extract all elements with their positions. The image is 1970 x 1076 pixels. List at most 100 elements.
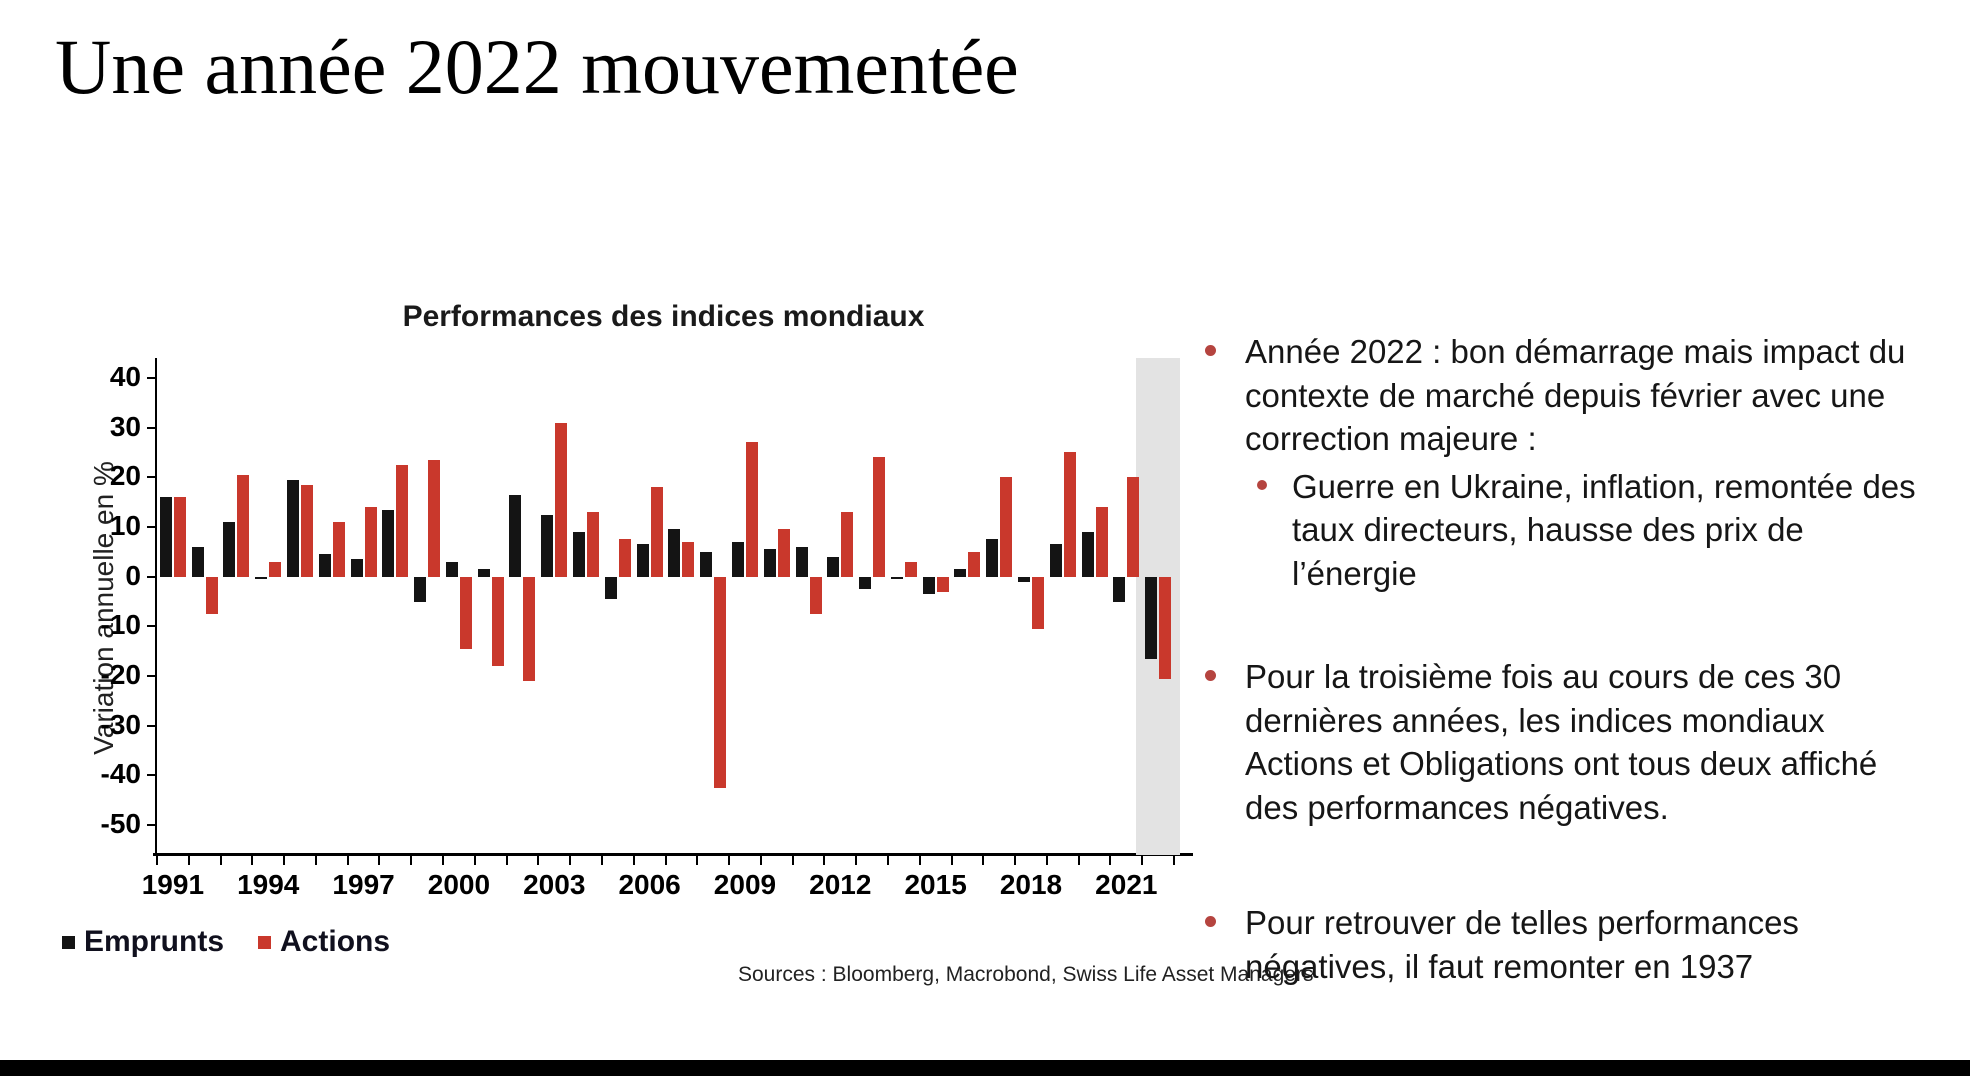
bar-emprunts-2011	[795, 546, 808, 577]
x-tick	[1109, 856, 1112, 865]
bar-emprunts-2005	[604, 576, 617, 600]
x-tick	[982, 856, 985, 865]
x-tick-label-2000: 2000	[427, 869, 491, 900]
legend-label-emprunts: Emprunts	[84, 925, 225, 958]
bar-emprunts-1994	[255, 576, 268, 580]
bar-emprunts-2018	[1017, 576, 1030, 582]
bottom-black-strip	[0, 1060, 1970, 1076]
chart-title: Performances des indices mondiaux	[402, 300, 925, 333]
x-tick	[823, 856, 826, 865]
bar-actions-1999	[428, 459, 441, 577]
sub-bullet-item: Guerre en Ukraine, inflation, remontée d…	[1205, 465, 1935, 596]
bar-actions-2013	[873, 457, 886, 577]
bar-actions-2011	[809, 576, 822, 614]
bar-actions-1993	[237, 474, 250, 577]
bar-emprunts-2014	[890, 576, 903, 580]
bullet-dot-icon	[1205, 345, 1216, 356]
bar-emprunts-2008	[700, 551, 713, 577]
x-tick	[473, 856, 476, 865]
x-tick	[1173, 856, 1175, 865]
x-tick-label-1994: 1994	[237, 869, 300, 900]
bar-actions-2020	[1095, 507, 1108, 577]
bar-emprunts-1999	[414, 576, 427, 602]
bar-emprunts-2021	[1113, 576, 1126, 602]
bar-actions-2014	[904, 561, 917, 577]
y-tick	[147, 575, 156, 578]
x-tick	[696, 856, 699, 865]
bar-emprunts-2017	[986, 539, 999, 577]
y-tick	[147, 824, 156, 827]
x-tick	[442, 856, 445, 865]
y-tick	[147, 376, 156, 379]
x-tick-label-1991: 1991	[141, 869, 205, 900]
bar-actions-2005	[618, 539, 631, 577]
y-tick	[147, 426, 156, 429]
bar-actions-1997	[364, 507, 377, 577]
bullet-dot-icon	[1257, 479, 1267, 490]
x-tick	[632, 856, 635, 865]
chart-plot-area: 40 30 20 10 0 -10 -20 -30 -40 -50 1991 1994 1997 2000…	[101, 358, 1181, 900]
bullet-list: Année 2022 : bon démarrage mais impact d…	[1205, 330, 1935, 989]
y-tick-label-30: 30	[109, 410, 141, 442]
x-tick-label-1997: 1997	[332, 869, 395, 900]
bar-emprunts-2013	[859, 576, 872, 590]
bar-actions-2010	[777, 529, 790, 577]
x-tick-label-2021: 2021	[1095, 869, 1158, 900]
bullet-dot-icon	[1205, 670, 1216, 682]
x-tick-label-2003: 2003	[523, 869, 586, 900]
legend-entry-actions: Actions	[258, 925, 390, 959]
y-tick-label-40: 40	[109, 360, 141, 392]
x-tick	[664, 856, 667, 865]
bullet-text: Pour retrouver de telles performances né…	[1245, 904, 1799, 986]
x-tick	[950, 856, 953, 865]
bar-emprunts-2003	[541, 514, 554, 577]
bullet-dot-icon	[1205, 916, 1216, 928]
highlight-band-2022	[1136, 358, 1181, 855]
bar-actions-1996	[332, 522, 345, 577]
bar-emprunts-2007	[668, 529, 681, 577]
x-tick	[855, 856, 858, 865]
page-title: Une année 2022 mouvementée	[55, 23, 1019, 110]
bar-emprunts-2020	[1081, 531, 1094, 577]
x-tick-label-2009: 2009	[713, 869, 777, 900]
x-axis-line	[153, 853, 1193, 856]
x-tick	[410, 856, 413, 865]
bullet-item: Année 2022 : bon démarrage mais impact d…	[1205, 330, 1935, 461]
bar-actions-2004	[587, 512, 600, 577]
bar-emprunts-2001	[477, 569, 490, 577]
bar-emprunts-2006	[636, 544, 649, 577]
x-tick	[187, 856, 190, 865]
bar-emprunts-1998	[382, 509, 395, 577]
y-tick-label--20: -20	[100, 659, 141, 691]
x-tick-label-2012: 2012	[809, 869, 872, 900]
x-tick	[569, 856, 572, 865]
chart-legend: Emprunts Actions	[62, 925, 390, 959]
bar-emprunts-1997	[350, 559, 363, 577]
x-tick-label-2015: 2015	[904, 869, 967, 900]
x-tick	[791, 856, 794, 865]
bar-emprunts-2002	[509, 494, 522, 577]
y-tick	[147, 724, 156, 727]
x-tick	[156, 856, 158, 865]
bar-actions-1998	[396, 464, 409, 577]
y-tick-label-20: 20	[109, 460, 141, 492]
x-tick	[314, 856, 317, 865]
x-tick	[251, 856, 254, 865]
x-tick	[537, 856, 540, 865]
bar-actions-2017	[1000, 477, 1013, 577]
bar-actions-1991	[173, 497, 186, 577]
y-tick-label--50: -50	[100, 808, 141, 840]
bar-emprunts-2004	[573, 531, 586, 577]
legend-entry-emprunts: Emprunts	[62, 925, 224, 959]
x-tick	[219, 856, 222, 865]
bar-actions-2008	[714, 576, 727, 788]
emprunts-swatch-icon	[62, 935, 75, 949]
y-tick-label--30: -30	[100, 708, 141, 740]
bar-actions-2012	[841, 512, 854, 577]
bar-actions-1994	[269, 561, 282, 577]
y-tick-label--10: -10	[100, 609, 141, 641]
bar-actions-2009	[745, 442, 758, 577]
bar-actions-2015	[936, 576, 949, 592]
bar-emprunts-2016	[954, 569, 967, 577]
x-tick	[728, 856, 731, 865]
